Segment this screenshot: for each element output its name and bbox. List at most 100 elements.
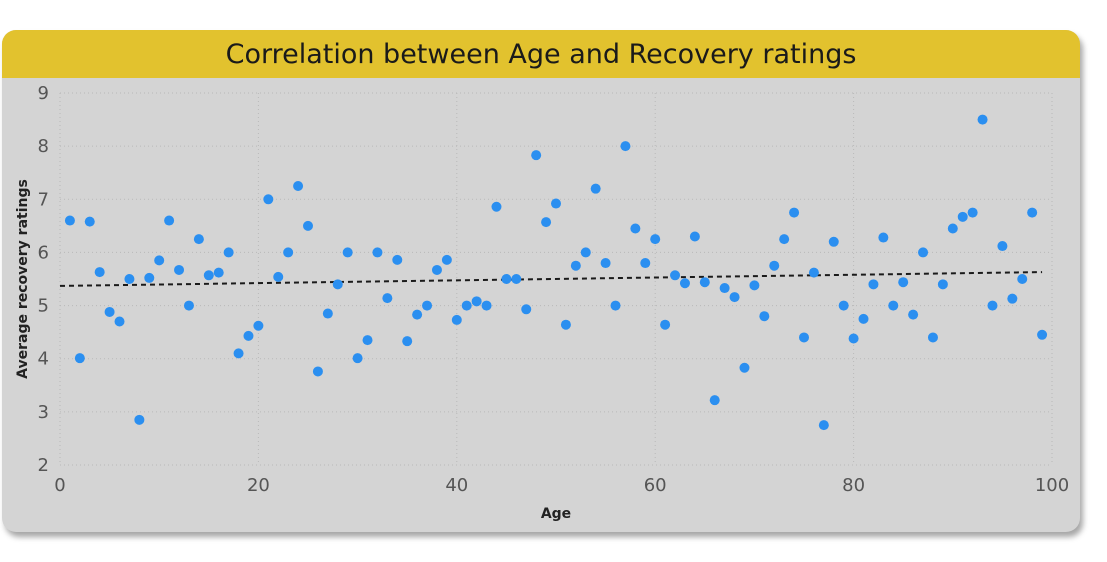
x-axis-label: Age	[541, 506, 571, 522]
data-point	[630, 223, 641, 234]
data-point	[144, 272, 155, 283]
data-point	[620, 141, 631, 152]
data-point	[957, 211, 968, 222]
data-point	[64, 215, 75, 226]
data-point	[660, 319, 671, 330]
data-point	[322, 308, 333, 319]
data-point	[312, 366, 323, 377]
trend-line-group	[59, 271, 1043, 287]
y-tick-label: 4	[38, 349, 49, 370]
data-point	[670, 270, 681, 281]
chart-title-bar: Correlation between Age and Recovery rat…	[2, 30, 1080, 78]
data-point	[610, 300, 621, 311]
data-point	[551, 198, 561, 209]
data-point	[977, 114, 988, 125]
data-point	[878, 232, 889, 243]
data-point	[729, 292, 740, 303]
data-point	[808, 267, 819, 278]
x-tick-label: 100	[1035, 475, 1069, 496]
data-point	[382, 293, 393, 304]
data-point	[848, 333, 859, 344]
data-point	[1027, 207, 1038, 218]
x-axis-ticks: 0 20 40 60 80 100	[54, 475, 1069, 496]
data-point	[987, 300, 998, 311]
data-point	[789, 207, 800, 218]
data-points	[64, 114, 1048, 431]
data-point	[491, 201, 502, 212]
data-point	[868, 279, 879, 290]
data-point	[253, 320, 264, 331]
data-point	[699, 277, 710, 288]
data-point	[799, 332, 809, 343]
data-point	[511, 274, 522, 284]
data-point	[531, 150, 542, 161]
data-point	[650, 234, 661, 245]
chart-title: Correlation between Age and Recovery rat…	[225, 38, 857, 70]
y-tick-label: 9	[38, 83, 49, 104]
data-point	[431, 264, 442, 275]
data-point	[213, 267, 224, 278]
x-tick-label: 20	[247, 475, 270, 496]
data-point	[600, 258, 611, 269]
data-point	[719, 283, 730, 294]
data-point	[104, 306, 115, 317]
data-point	[164, 215, 175, 226]
data-point	[263, 194, 274, 205]
data-point	[233, 348, 244, 359]
data-point	[1037, 329, 1048, 340]
data-point	[888, 300, 899, 311]
x-tick-label: 0	[54, 475, 65, 496]
data-point	[769, 260, 780, 271]
data-point	[1007, 293, 1018, 304]
data-point	[838, 300, 849, 311]
data-point	[521, 304, 532, 315]
data-point	[243, 330, 254, 341]
trend-line	[59, 271, 1043, 287]
data-point	[441, 254, 452, 265]
data-point	[739, 362, 750, 373]
data-point	[283, 247, 294, 258]
data-point	[372, 247, 383, 258]
data-point	[193, 234, 204, 245]
data-point	[749, 280, 760, 291]
data-point	[293, 181, 304, 191]
data-point	[392, 254, 403, 265]
data-point	[183, 300, 194, 311]
data-point	[1017, 274, 1028, 284]
y-tick-label: 2	[38, 455, 49, 476]
data-point	[640, 258, 651, 269]
data-point	[908, 309, 919, 320]
data-point	[332, 279, 343, 290]
x-tick-label: 40	[445, 475, 468, 496]
data-point	[967, 207, 978, 218]
scatter-plot: 0 20 40 60 80 100 2 3 4 5 6 7 8 9 Age Average recove…	[15, 83, 1069, 522]
data-point	[461, 300, 472, 311]
data-point	[481, 300, 492, 311]
data-point	[918, 247, 929, 258]
data-point	[709, 395, 720, 406]
data-point	[273, 271, 284, 282]
data-point	[352, 353, 363, 364]
data-point	[759, 311, 770, 322]
data-point	[203, 270, 214, 281]
data-point	[858, 313, 869, 324]
data-point	[679, 278, 690, 289]
data-point	[570, 260, 581, 271]
data-point	[94, 267, 105, 278]
data-point	[471, 296, 482, 307]
data-point	[124, 274, 135, 284]
data-point	[174, 264, 185, 275]
data-point	[74, 353, 85, 364]
x-tick-label: 80	[842, 475, 865, 496]
data-point	[590, 183, 601, 194]
data-point	[223, 247, 234, 258]
data-point	[501, 274, 512, 284]
data-point	[898, 277, 909, 288]
data-point	[947, 223, 958, 234]
data-point	[154, 255, 165, 266]
data-point	[402, 336, 413, 347]
data-point	[689, 231, 700, 242]
x-tick-label: 60	[644, 475, 667, 496]
data-point	[342, 247, 353, 258]
data-point	[422, 300, 433, 311]
